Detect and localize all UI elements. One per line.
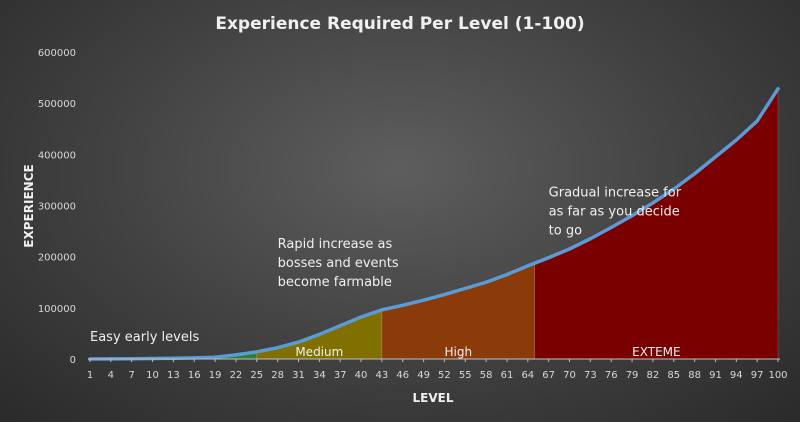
x-tick-label: 79 <box>626 370 639 381</box>
data-point <box>651 201 655 205</box>
x-tick-label: 43 <box>376 370 389 381</box>
data-point <box>734 138 738 142</box>
x-tick-label: 4 <box>108 370 114 381</box>
x-tick-label: 100 <box>768 370 787 381</box>
data-point <box>421 298 426 302</box>
annotation-line: to go <box>549 224 582 239</box>
annotation: Easy early levels <box>90 330 199 345</box>
x-tick-label: 73 <box>584 370 597 381</box>
x-tick-label: 19 <box>209 370 222 381</box>
axis-layer: 0 100000 200000 300000 400000 500000 600000 1 4 7… <box>38 48 788 381</box>
x-tick-label: 76 <box>605 370 618 381</box>
chart-title: Experience Required Per Level (1-100) <box>215 14 584 34</box>
data-point <box>338 324 342 328</box>
data-point <box>317 332 321 337</box>
data-point <box>776 87 780 91</box>
data-point <box>255 350 259 354</box>
data-point <box>672 187 676 191</box>
x-tick-label: 82 <box>647 370 660 381</box>
y-tick-label: 0 <box>70 355 76 366</box>
data-point <box>296 340 301 344</box>
x-tick-label: 1 <box>87 370 93 381</box>
data-point <box>693 172 697 176</box>
x-tick-label: 64 <box>521 370 534 381</box>
data-point <box>547 256 551 260</box>
data-point <box>567 247 572 251</box>
x-tick-label: 28 <box>271 370 284 381</box>
data-point <box>276 346 280 350</box>
region-label: High <box>445 345 473 359</box>
x-tick-label: 67 <box>542 370 555 381</box>
x-tick-label: 37 <box>334 370 347 381</box>
annotation-line: as far as you decide <box>549 205 680 220</box>
x-tick-label: 85 <box>667 370 680 381</box>
data-point <box>463 286 467 290</box>
data-point <box>442 292 447 297</box>
data-point <box>234 353 238 357</box>
x-tick-label: 52 <box>438 370 451 381</box>
x-tick-label: 88 <box>688 370 701 381</box>
y-axis-label: EXPERIENCE <box>22 164 36 247</box>
data-point <box>505 272 509 277</box>
annotation: Gradual increase for as far as you decide… <box>549 186 682 239</box>
x-tick-label: 7 <box>129 370 135 381</box>
annotation: Rapid increase as bosses and events become… <box>278 237 399 290</box>
x-tick-label: 25 <box>250 370 263 381</box>
series-line <box>88 87 780 361</box>
y-tick-label: 600000 <box>38 48 76 59</box>
annotation-line: Rapid increase as <box>278 237 393 252</box>
x-tick-label: 49 <box>417 370 430 381</box>
y-tick-label: 400000 <box>38 150 76 161</box>
x-tick-label: 70 <box>563 370 576 381</box>
x-tick-label: 16 <box>188 370 201 381</box>
data-point <box>401 303 405 307</box>
data-point <box>380 308 384 312</box>
x-tick-label: 94 <box>730 370 743 381</box>
x-tick-label: 97 <box>751 370 764 381</box>
data-point <box>609 225 613 230</box>
data-point <box>588 237 592 241</box>
x-tick-label: 13 <box>167 370 180 381</box>
data-point <box>359 315 363 319</box>
annotation-line: Gradual increase for <box>549 186 682 201</box>
x-tick-label: 58 <box>480 370 493 381</box>
region-label: Medium <box>295 345 343 359</box>
y-tick-label: 100000 <box>38 304 76 315</box>
x-tick-label: 46 <box>396 370 409 381</box>
x-tick-label: 91 <box>709 370 722 381</box>
y-tick-label: 300000 <box>38 202 76 213</box>
data-point <box>526 264 530 268</box>
x-tick-label: 10 <box>146 370 159 381</box>
annotation-line: bosses and events <box>278 256 399 271</box>
x-tick-label: 55 <box>459 370 472 381</box>
data-point <box>713 155 718 159</box>
x-tick-label: 22 <box>230 370 243 381</box>
annotation-line: Easy early levels <box>90 330 199 345</box>
region-label: EXTEME <box>632 345 680 359</box>
y-tick-label: 500000 <box>38 99 76 110</box>
data-point <box>484 280 488 284</box>
data-point <box>630 214 634 218</box>
x-tick-label: 31 <box>292 370 305 381</box>
data-point <box>755 119 759 123</box>
x-tick-label: 40 <box>355 370 368 381</box>
y-tick-label: 200000 <box>38 253 76 264</box>
x-tick-label: 34 <box>313 370 326 381</box>
annotation-line: become farmable <box>278 275 392 290</box>
annotation-layer: Easy early levels Rapid increase as bosses… <box>90 186 682 345</box>
data-point <box>213 355 217 359</box>
x-axis-label: LEVEL <box>413 391 454 405</box>
regions-layer: Medium High EXTEME <box>89 87 779 360</box>
x-tick-label: 61 <box>501 370 514 381</box>
